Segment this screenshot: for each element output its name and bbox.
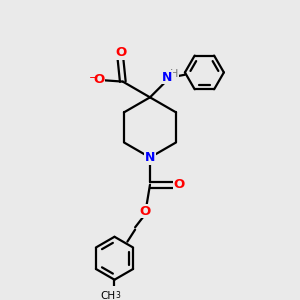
Text: O: O bbox=[140, 205, 151, 218]
Text: O: O bbox=[115, 46, 126, 59]
Text: O: O bbox=[174, 178, 185, 191]
Text: CH: CH bbox=[100, 291, 116, 300]
Text: H: H bbox=[170, 69, 178, 79]
Text: O: O bbox=[93, 73, 104, 86]
Text: N: N bbox=[145, 151, 155, 164]
Text: N: N bbox=[162, 71, 172, 84]
Text: 3: 3 bbox=[115, 292, 120, 300]
Text: −: − bbox=[89, 73, 98, 83]
